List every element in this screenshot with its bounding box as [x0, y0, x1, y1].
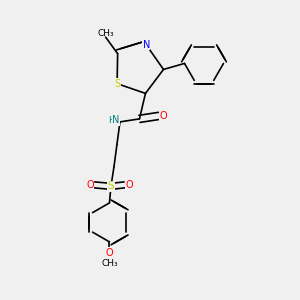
Text: O: O	[106, 248, 113, 258]
Text: S: S	[114, 79, 120, 88]
Text: O: O	[86, 180, 94, 190]
Text: O: O	[159, 111, 167, 121]
Text: N: N	[112, 116, 120, 125]
Text: N: N	[142, 40, 150, 50]
Text: H: H	[108, 116, 115, 125]
Text: CH₃: CH₃	[97, 29, 114, 38]
Text: O: O	[125, 180, 133, 190]
Text: S: S	[108, 182, 114, 191]
Text: CH₃: CH₃	[101, 259, 118, 268]
